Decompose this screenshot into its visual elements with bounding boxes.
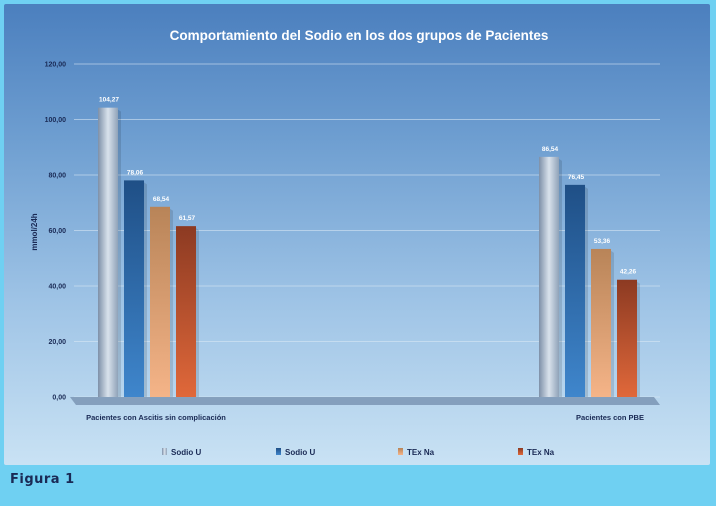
data-label: 68,54 bbox=[153, 196, 170, 203]
bars: 104,27 86,54 78,06 76,45 68,54 53,36 61,57 42,2… bbox=[98, 97, 640, 397]
bar bbox=[98, 107, 118, 397]
bar bbox=[150, 206, 170, 397]
y-tick-labels: 0,00 20,00 40,00 60,00 80,00 100,00 120,00 bbox=[45, 62, 67, 402]
legend-label: Sodio U bbox=[285, 448, 315, 457]
legend-label: Sodio U bbox=[171, 448, 201, 457]
bar bbox=[565, 184, 585, 397]
chart-svg: Comportamiento del Sodio en los dos grup… bbox=[30, 28, 660, 457]
legend-swatch bbox=[518, 448, 523, 455]
legend-label: TEx Na bbox=[527, 448, 555, 457]
x-tick-labels: Pacientes con Ascitis sin complicación Pa… bbox=[86, 413, 644, 422]
bar bbox=[124, 180, 144, 397]
x-tick-label: Pacientes con PBE bbox=[576, 413, 644, 422]
data-label: 104,27 bbox=[99, 97, 119, 104]
y-tick-label: 60,00 bbox=[48, 228, 66, 235]
chart-title: Comportamiento del Sodio en los dos grup… bbox=[170, 28, 549, 43]
bar bbox=[539, 156, 559, 397]
bar-shadow bbox=[118, 109, 121, 397]
y-tick-label: 40,00 bbox=[48, 284, 66, 291]
chart-panel: Comportamiento del Sodio en los dos grup… bbox=[4, 4, 710, 465]
bar-shadow bbox=[585, 186, 588, 397]
y-tick-label: 0,00 bbox=[52, 395, 66, 402]
legend: Sodio U Sodio U TEx Na TEx Na bbox=[162, 448, 555, 457]
bar bbox=[591, 248, 611, 397]
y-tick-label: 20,00 bbox=[48, 339, 66, 346]
bar-shadow bbox=[144, 182, 147, 397]
bar bbox=[176, 226, 196, 397]
gridlines bbox=[74, 63, 660, 398]
legend-swatch bbox=[162, 448, 167, 455]
plot-floor bbox=[70, 397, 660, 405]
data-label: 86,54 bbox=[542, 146, 559, 153]
bar-shadow bbox=[611, 250, 614, 397]
figure-caption: Figura 1 bbox=[10, 472, 75, 487]
legend-swatch bbox=[398, 448, 403, 455]
y-tick-label: 100,00 bbox=[45, 117, 67, 124]
bar bbox=[617, 279, 637, 397]
y-axis-label: mmol/24h bbox=[30, 213, 39, 250]
bar-shadow bbox=[559, 158, 562, 397]
data-label: 53,36 bbox=[594, 238, 611, 245]
legend-label: TEx Na bbox=[407, 448, 435, 457]
bar-shadow bbox=[170, 208, 173, 397]
bar-shadow bbox=[637, 281, 640, 397]
y-tick-label: 120,00 bbox=[45, 62, 67, 69]
data-label: 42,26 bbox=[620, 269, 637, 276]
y-tick-label: 80,00 bbox=[48, 173, 66, 180]
data-label: 76,45 bbox=[568, 174, 585, 181]
legend-swatch bbox=[276, 448, 281, 455]
data-label: 78,06 bbox=[127, 169, 144, 176]
data-label: 61,57 bbox=[179, 215, 196, 222]
bar-shadow bbox=[196, 228, 199, 397]
x-tick-label: Pacientes con Ascitis sin complicación bbox=[86, 413, 226, 422]
